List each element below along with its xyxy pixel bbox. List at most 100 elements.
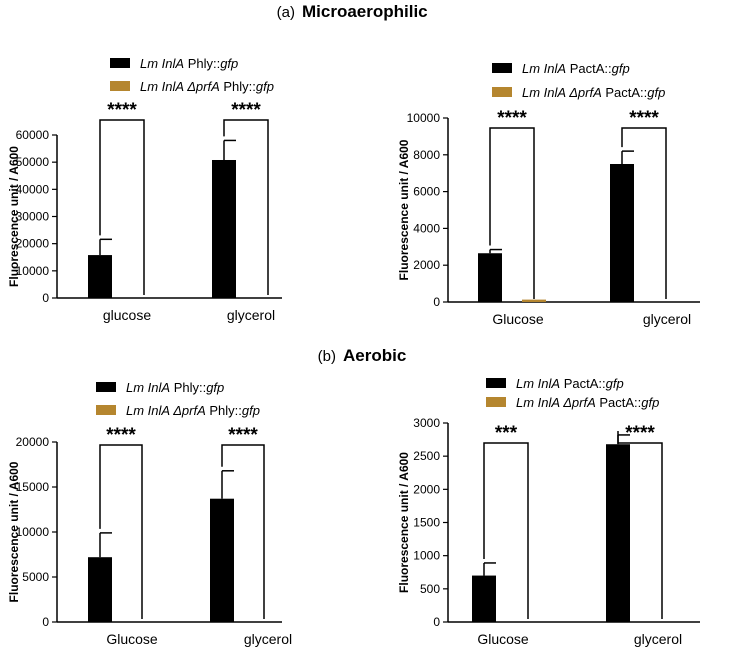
legend-label-promoter: Phly::	[184, 56, 220, 71]
y-tick-label: 0	[42, 615, 49, 629]
bar-1-glycerol	[210, 498, 234, 622]
x-category-label: glycerol	[634, 631, 682, 647]
y-tick-label: 6000	[413, 185, 440, 199]
legend-swatch	[492, 63, 512, 73]
legend-swatch	[486, 397, 506, 407]
significance-stars: ****	[228, 425, 258, 446]
significance-bracket	[621, 127, 667, 299]
legend-label-strain: Lm InlA	[140, 56, 184, 71]
legend-label: Lm InlA ΔprfA PactA::gfp	[516, 395, 659, 410]
bar-1-glycerol	[610, 164, 634, 302]
y-tick-label: 20000	[16, 435, 50, 449]
bar-1-glycerol	[212, 159, 236, 298]
y-axis-label: Fluorescence unit / A600	[397, 452, 411, 593]
y-tick-label: 5000	[22, 570, 49, 584]
legend-swatch	[110, 58, 130, 68]
bar-1-glycerol	[606, 444, 630, 622]
legend-label: Lm InlA Phly::gfp	[140, 56, 238, 71]
x-category-label: glycerol	[227, 307, 275, 323]
legend-label-reporter: gfp	[242, 403, 260, 418]
legend-label-strain: Lm InlA ΔprfA	[140, 79, 220, 94]
legend-label-promoter: PactA::	[602, 85, 648, 100]
legend-swatch	[492, 87, 512, 97]
y-tick-label: 10000	[407, 111, 441, 125]
x-category-label: glucose	[103, 307, 151, 323]
legend-label-reporter: gfp	[612, 61, 630, 76]
significance-stars: ****	[231, 100, 261, 121]
legend-swatch	[110, 81, 130, 91]
x-category-label: Glucose	[492, 311, 544, 327]
section-a-letter: (a)	[277, 4, 295, 21]
y-tick-label: 0	[433, 615, 440, 629]
y-tick-label: 2000	[413, 258, 440, 272]
legend-swatch	[96, 382, 116, 392]
legend-label-strain: Lm InlA ΔprfA	[126, 403, 206, 418]
section-a-header: (a) Microaerophilic	[277, 2, 428, 21]
legend-label-promoter: Phly::	[170, 380, 206, 395]
legend-label: Lm InlA PactA::gfp	[516, 376, 624, 391]
significance-stars: ****	[497, 108, 527, 129]
y-tick-label: 2000	[413, 482, 440, 496]
significance-bracket	[489, 127, 535, 299]
y-axis-label: Fluorescence unit / A600	[7, 461, 21, 602]
section-a-title: Microaerophilic	[302, 2, 428, 21]
y-tick-label: 2500	[413, 449, 440, 463]
section-b-title: Aerobic	[343, 346, 406, 365]
y-tick-label: 50000	[16, 155, 50, 169]
x-category-label: Glucose	[106, 631, 158, 647]
y-axis-label: Fluorescence unit / A600	[397, 139, 411, 280]
y-tick-label: 3000	[413, 416, 440, 430]
legend-label-promoter: PactA::	[566, 61, 612, 76]
legend-label-strain: Lm InlA ΔprfA	[516, 395, 596, 410]
legend-swatch	[486, 378, 506, 388]
chart-3: Fluorescence unit / A600 0 5000 10000 15000 2…	[7, 380, 292, 647]
y-tick-label: 10000	[16, 525, 50, 539]
legend-label-reporter: gfp	[206, 380, 224, 395]
y-tick-label: 30000	[16, 210, 50, 224]
legend-label: Lm InlA ΔprfA Phly::gfp	[140, 79, 274, 94]
section-b-header: (b) Aerobic	[318, 346, 407, 365]
legend-label-promoter: Phly::	[220, 79, 256, 94]
y-tick-label: 10000	[16, 264, 50, 278]
legend-label: Lm InlA ΔprfA Phly::gfp	[126, 403, 260, 418]
x-category-label: glycerol	[244, 631, 292, 647]
y-tick-label: 8000	[413, 148, 440, 162]
legend-label: Lm InlA ΔprfA PactA::gfp	[522, 85, 665, 100]
chart-2: Fluorescence unit / A600 0 2000 4000 6000 800…	[397, 61, 700, 327]
legend-label-strain: Lm InlA	[126, 380, 170, 395]
legend-label-reporter: gfp	[641, 395, 659, 410]
chart-4: Fluorescence unit / A600 0 500 1000 1500 2000…	[397, 376, 700, 647]
significance-stars: ****	[629, 108, 659, 129]
significance-bracket	[99, 119, 145, 295]
bar-1-glucose	[472, 575, 496, 622]
legend-label-strain: Lm InlA	[516, 376, 560, 391]
significance-stars: ***	[495, 423, 518, 444]
legend-label: Lm InlA Phly::gfp	[126, 380, 224, 395]
legend-label-strain: Lm InlA ΔprfA	[522, 85, 602, 100]
significance-stars: ****	[106, 425, 136, 446]
significance-bracket	[99, 444, 143, 619]
y-tick-label: 0	[433, 295, 440, 309]
section-b-letter: (b)	[318, 348, 336, 365]
significance-bracket	[483, 442, 529, 619]
bar-1-glucose	[478, 253, 502, 302]
y-tick-label: 15000	[16, 480, 50, 494]
y-tick-label: 4000	[413, 221, 440, 235]
charts: Fluorescence unit / A6000100002000030000…	[7, 56, 700, 647]
legend-label-promoter: Phly::	[206, 403, 242, 418]
legend-label-reporter: gfp	[606, 376, 624, 391]
x-category-label: Glucose	[477, 631, 529, 647]
legend-swatch	[96, 405, 116, 415]
bar-1-glucose	[88, 557, 112, 622]
legend-label-promoter: PactA::	[596, 395, 642, 410]
y-tick-label: 20000	[16, 237, 50, 251]
chart-1: Fluorescence unit / A600 0 10000 20000 30000…	[7, 56, 282, 323]
significance-bracket	[221, 444, 265, 619]
y-tick-label: 60000	[16, 128, 50, 142]
legend-label: Lm InlA PactA::gfp	[522, 61, 630, 76]
legend-label-reporter: gfp	[256, 79, 274, 94]
legend-label-reporter: gfp	[647, 85, 665, 100]
significance-stars: ****	[625, 423, 655, 444]
significance-stars: ****	[107, 100, 137, 121]
